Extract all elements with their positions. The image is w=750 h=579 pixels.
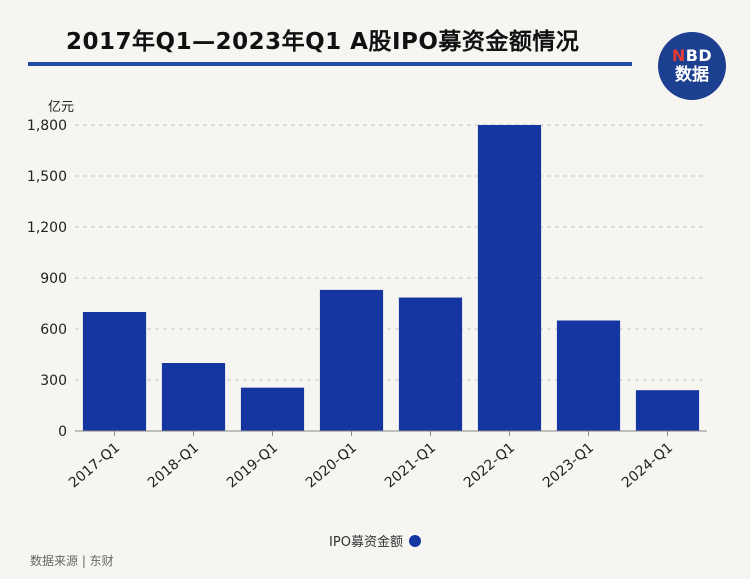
legend-marker: [408, 534, 421, 547]
x-tick-label: 2024-Q1: [619, 440, 676, 492]
bar: [398, 297, 463, 431]
logo-accent-letter: N: [671, 46, 686, 65]
data-source: 数据来源 | 东财: [30, 554, 114, 568]
x-tick-label: 2023-Q1: [540, 440, 597, 492]
bar: [556, 320, 621, 431]
logo-text: 数据: [675, 65, 709, 85]
y-tick-label: 0: [58, 424, 67, 440]
x-tick-label: 2017-Q1: [66, 440, 123, 492]
y-tick-label: 1,800: [27, 118, 67, 134]
y-tick-label: 600: [40, 322, 67, 338]
legend-label: IPO募资金额: [329, 535, 403, 550]
y-tick-label: 900: [40, 271, 67, 287]
bar: [161, 363, 226, 431]
x-tick-label: 2018-Q1: [145, 440, 202, 492]
y-tick-label: 1,500: [27, 169, 67, 185]
bar: [477, 125, 542, 431]
logo-letters: BD: [685, 46, 713, 65]
legend: IPO募资金额: [0, 531, 750, 550]
y-axis-unit: 亿元: [48, 100, 75, 115]
bar: [240, 387, 305, 431]
y-tick-label: 300: [40, 373, 67, 389]
x-tick-label: 2022-Q1: [461, 440, 518, 492]
x-tick-label: 2021-Q1: [382, 440, 439, 492]
chart-title: 2017年Q1—2023年Q1 A股IPO募资金额情况: [66, 29, 580, 55]
bar: [82, 312, 147, 431]
bar: [319, 289, 384, 431]
x-tick-label: 2020-Q1: [303, 440, 360, 492]
bar: [635, 390, 700, 431]
y-tick-label: 1,200: [27, 220, 67, 236]
x-tick-label: 2019-Q1: [224, 440, 281, 492]
nbd-logo: NBD 数据: [658, 32, 726, 100]
title-underline: [28, 62, 632, 66]
